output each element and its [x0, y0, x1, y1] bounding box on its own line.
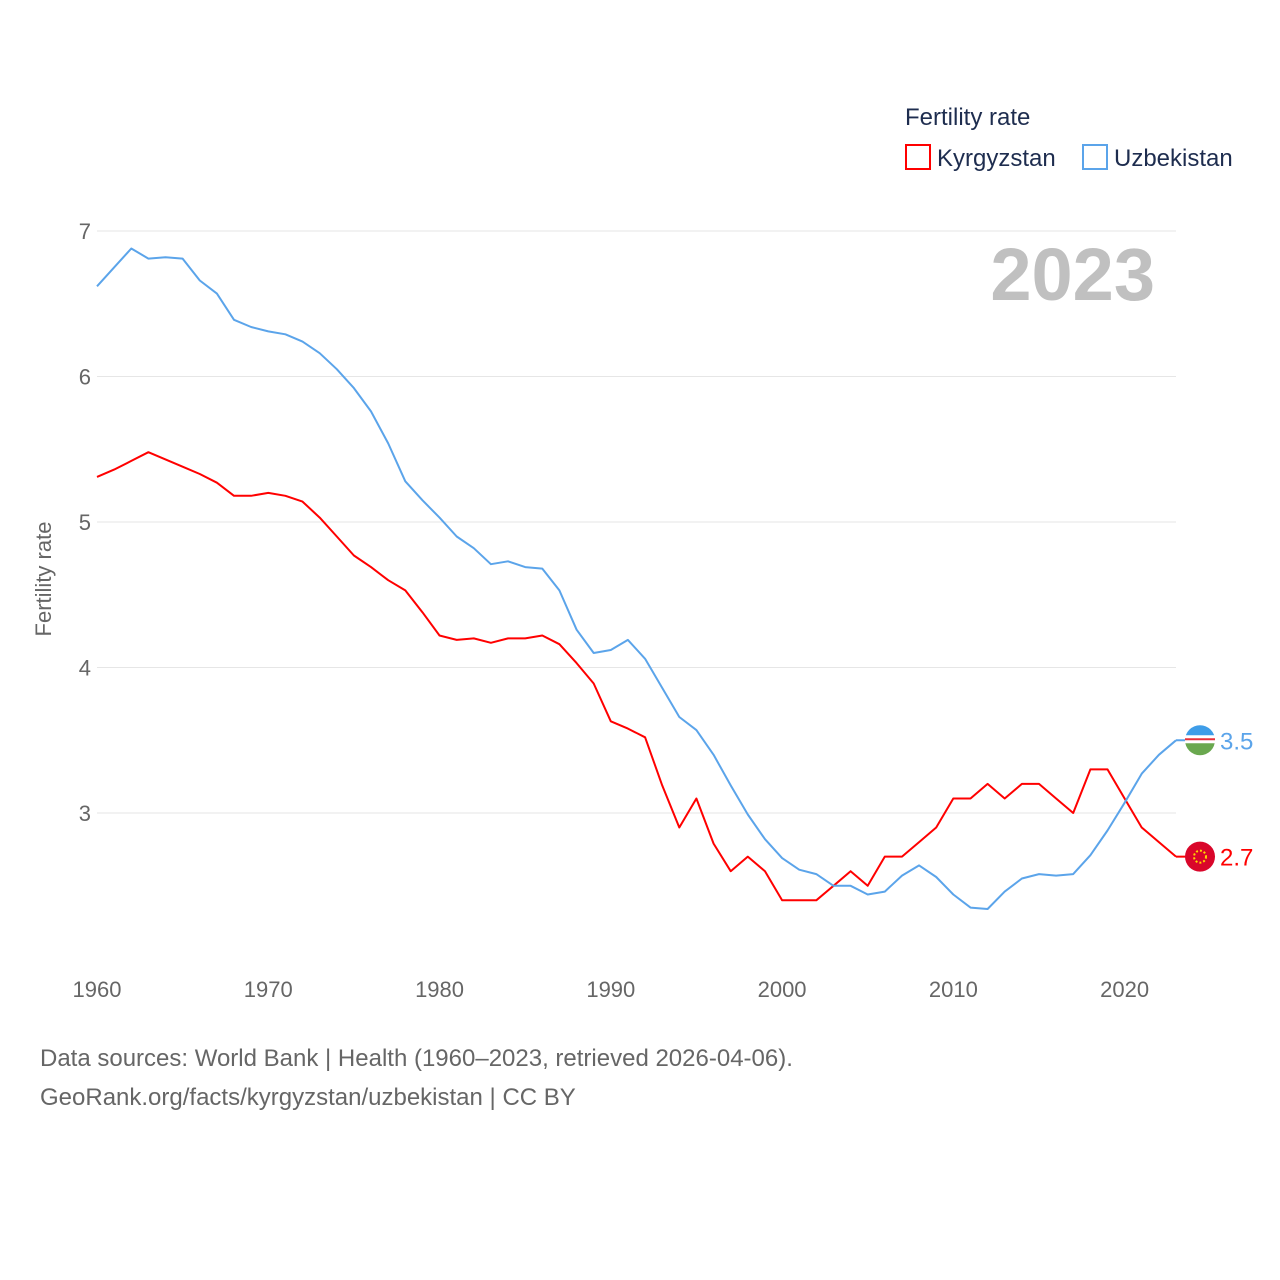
x-tick-label: 2000	[758, 977, 807, 1002]
x-tick-label: 1970	[244, 977, 293, 1002]
series-line-uzbekistan	[96, 247, 1177, 910]
legend-item-kyrgyzstan[interactable]: Kyrgyzstan	[905, 144, 1056, 172]
y-tick-label: 4	[79, 656, 91, 681]
legend-label: Uzbekistan	[1114, 145, 1233, 172]
legend-swatch	[905, 144, 931, 170]
y-tick-label: 5	[79, 510, 91, 535]
end-value-label: 2.7	[1220, 845, 1253, 872]
x-tick-label: 2010	[929, 977, 978, 1002]
x-tick-label: 2020	[1100, 977, 1149, 1002]
y-tick-label: 6	[79, 365, 91, 390]
year-watermark: 2023	[990, 233, 1155, 316]
legend-title: Fertility rate	[905, 104, 1030, 131]
x-tick-label: 1980	[415, 977, 464, 1002]
legend-label: Kyrgyzstan	[937, 145, 1056, 172]
flag-kyrgyzstan-icon	[1185, 841, 1215, 872]
y-tick-label: 7	[79, 219, 91, 244]
data-source-text: Data sources: World Bank | Health (1960–…	[40, 1045, 793, 1072]
legend-item-uzbekistan[interactable]: Uzbekistan	[1082, 144, 1233, 172]
flag-sun-icon	[1193, 849, 1207, 864]
x-tick-label: 1990	[586, 977, 635, 1002]
end-value-label: 3.5	[1220, 728, 1253, 755]
legend-swatch	[1082, 144, 1108, 170]
y-tick-label: 3	[79, 801, 91, 826]
x-tick-label: 1960	[73, 977, 122, 1002]
attribution-link[interactable]: GeoRank.org/facts/kyrgyzstan/uzbekistan …	[40, 1084, 576, 1111]
flag-uzbekistan-icon	[1185, 740, 1215, 756]
series-line-kyrgyzstan	[96, 451, 1177, 902]
flag-uzbekistan-icon	[1185, 738, 1215, 741]
y-axis-label: Fertility rate	[31, 522, 56, 637]
